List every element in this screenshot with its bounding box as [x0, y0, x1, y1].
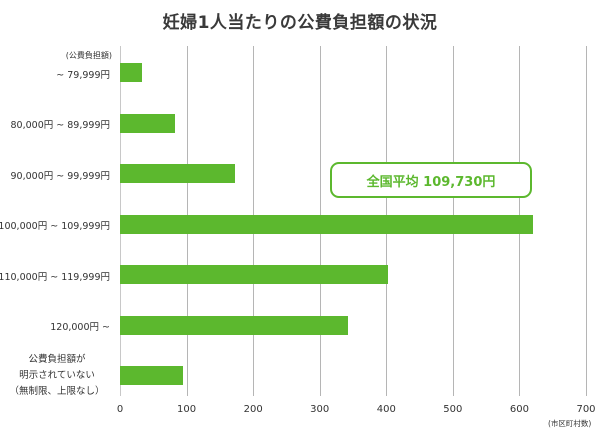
x-tick-label: 100 — [177, 404, 197, 415]
category-label: 120,000円 ~ — [50, 322, 110, 333]
national-average-callout: 全国平均 109,730円 — [330, 162, 532, 198]
gridline — [586, 46, 587, 396]
x-tick-label: 500 — [443, 404, 463, 415]
bar — [120, 315, 348, 335]
category-label: 公費負担額が 明示されていない （無制限、上限なし） — [9, 353, 105, 397]
y-axis-unit-label: (公費負担額) — [65, 51, 112, 60]
x-tick-label: 600 — [509, 404, 529, 415]
bar — [120, 63, 142, 82]
bar — [120, 265, 389, 284]
category-label: 100,000円 ~ 109,999円 — [0, 221, 110, 232]
category-label: 90,000円 ~ 99,999円 — [10, 170, 110, 182]
category-label: ~ 79,999円 — [56, 69, 110, 81]
x-tick-label: 200 — [243, 404, 263, 415]
bar — [120, 366, 184, 385]
x-axis-unit-label: (市区町村数) — [548, 419, 592, 428]
x-tick-label: 0 — [116, 404, 124, 415]
category-label: 80,000円 ~ 89,999円 — [10, 120, 110, 131]
x-tick-label: 300 — [310, 404, 330, 415]
national-average-label: 全国平均 109,730円 — [366, 174, 496, 190]
plot-area — [120, 46, 587, 396]
category-label: 110,000円 ~ 119,999円 — [0, 271, 110, 283]
chart-title: 妊婦1人当たりの公費負担額の状況 — [162, 13, 438, 33]
bar — [120, 214, 533, 234]
x-tick-label: 700 — [576, 404, 596, 415]
bar — [120, 113, 176, 133]
x-tick-label: 400 — [376, 404, 396, 415]
bar — [120, 164, 236, 183]
